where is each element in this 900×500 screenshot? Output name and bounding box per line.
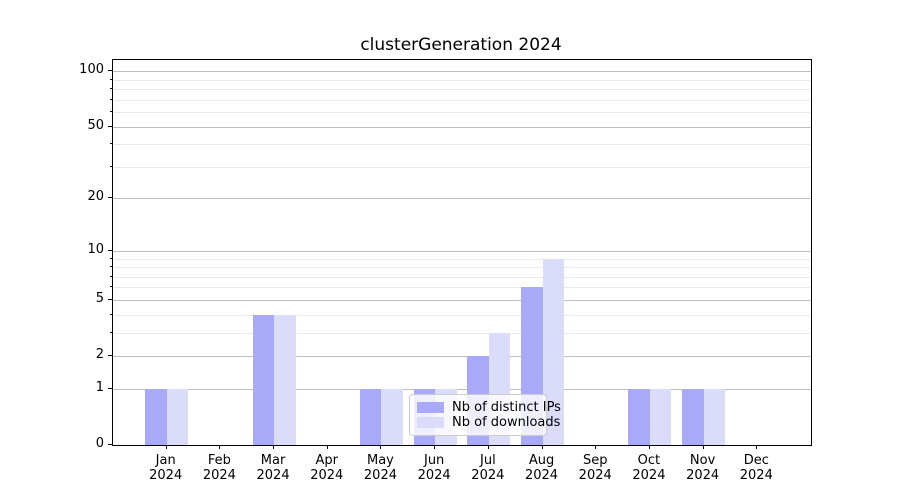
y-axis-tick-mark [108, 387, 112, 389]
gridline-minor [113, 332, 811, 334]
gridline-minor [113, 112, 811, 114]
bar [359, 388, 382, 445]
y-axis-minor-tick-mark [110, 266, 112, 268]
y-axis-minor-tick-mark [110, 88, 112, 90]
y-axis-minor-tick-mark [110, 143, 112, 145]
gridline-minor [113, 144, 811, 146]
x-axis-tick-mark [756, 445, 758, 449]
y-axis-minor-tick-mark [110, 331, 112, 333]
y-axis-minor-tick-mark [110, 286, 112, 288]
gridline-major [113, 388, 811, 390]
y-axis-tick-mark [108, 125, 112, 127]
bar [649, 388, 672, 445]
x-axis-tick-label: Apr 2024 [310, 453, 344, 483]
y-axis-tick-label: 5 [95, 290, 104, 306]
bar [703, 388, 726, 445]
x-axis-tick-mark [487, 445, 489, 449]
gridline-minor [113, 166, 811, 168]
bar [682, 388, 704, 445]
x-axis-tick-label: Aug 2024 [524, 453, 559, 483]
y-axis-tick-label: 1 [95, 379, 104, 395]
y-axis-minor-tick-mark [110, 313, 112, 315]
x-axis-tick-mark [541, 445, 543, 449]
y-axis-tick-mark [108, 70, 112, 72]
y-axis-minor-tick-mark [110, 165, 112, 167]
x-axis-tick-label: Oct 2024 [632, 453, 666, 483]
y-axis-minor-tick-mark [110, 98, 112, 100]
y-axis-tick-mark [108, 249, 112, 251]
chart-title: clusterGeneration 2024 [360, 35, 562, 55]
x-axis-tick-label: Jul 2024 [471, 453, 505, 483]
x-axis-tick-mark [702, 445, 704, 449]
y-axis-tick-label: 0 [95, 436, 104, 451]
gridline-minor [113, 276, 811, 278]
x-axis-tick-label: Mar 2024 [256, 453, 290, 483]
gridline-major [113, 299, 811, 301]
y-axis-tick-mark [108, 444, 112, 445]
x-axis-tick-mark [595, 445, 597, 449]
x-axis-tick-mark [219, 445, 221, 449]
gridline-minor [113, 314, 811, 316]
y-axis-minor-tick-mark [110, 78, 112, 80]
y-axis-tick-label: 10 [87, 241, 104, 257]
x-axis-tick-label: May 2024 [363, 453, 397, 483]
x-axis-tick-mark [380, 445, 382, 449]
x-axis-tick-mark [434, 445, 436, 449]
x-axis-tick-label: Dec 2024 [739, 453, 773, 483]
gridline-major [113, 126, 811, 128]
legend-label: Nb of distinct IPs [452, 400, 561, 415]
x-axis-tick-label: Nov 2024 [686, 453, 720, 483]
legend-label: Nb of downloads [452, 415, 561, 430]
x-axis-tick-label: Feb 2024 [202, 453, 236, 483]
y-axis-tick-label: 20 [87, 189, 104, 205]
gridline-minor [113, 267, 811, 269]
y-axis-tick-label: 2 [95, 347, 104, 363]
x-axis-tick-mark [273, 445, 275, 449]
gridline-major [113, 198, 811, 200]
bar [145, 388, 167, 445]
gridline-minor [113, 287, 811, 289]
x-axis-tick-mark [648, 445, 650, 449]
bar [628, 388, 650, 445]
y-axis-tick-mark [108, 197, 112, 199]
y-axis-tick-label: 50 [87, 117, 104, 133]
legend-item: Nb of distinct IPs [417, 400, 561, 415]
bar [166, 388, 189, 445]
gridline-major [113, 250, 811, 252]
x-axis-tick-label: Sep 2024 [578, 453, 612, 483]
x-axis-tick-mark [326, 445, 328, 449]
plot-area: Nb of distinct IPs Nb of downloads [112, 59, 812, 446]
y-axis-minor-tick-mark [110, 275, 112, 277]
gridline-minor [113, 89, 811, 91]
bar [381, 388, 403, 445]
y-axis-minor-tick-mark [110, 111, 112, 113]
y-axis-tick-label: 100 [79, 62, 104, 78]
x-axis-tick-label: Jan 2024 [149, 453, 183, 483]
bar [252, 314, 275, 445]
legend-item: Nb of downloads [417, 415, 560, 430]
y-axis-minor-tick-mark [110, 257, 112, 259]
gridline-minor [113, 79, 811, 81]
y-axis-tick-mark [108, 298, 112, 300]
bar [542, 258, 564, 445]
gridline-major [113, 71, 811, 73]
legend-swatch-downloads [417, 417, 444, 428]
x-axis-tick-mark [165, 445, 167, 449]
legend-swatch-distinct-ips [417, 402, 444, 413]
x-axis-tick-label: Jun 2024 [417, 453, 451, 483]
gridline-major [113, 356, 811, 358]
legend: Nb of distinct IPs Nb of downloads [409, 394, 561, 436]
bar [274, 314, 296, 445]
gridline-minor [113, 99, 811, 101]
y-axis-tick-mark [108, 355, 112, 357]
gridline-minor [113, 258, 811, 260]
